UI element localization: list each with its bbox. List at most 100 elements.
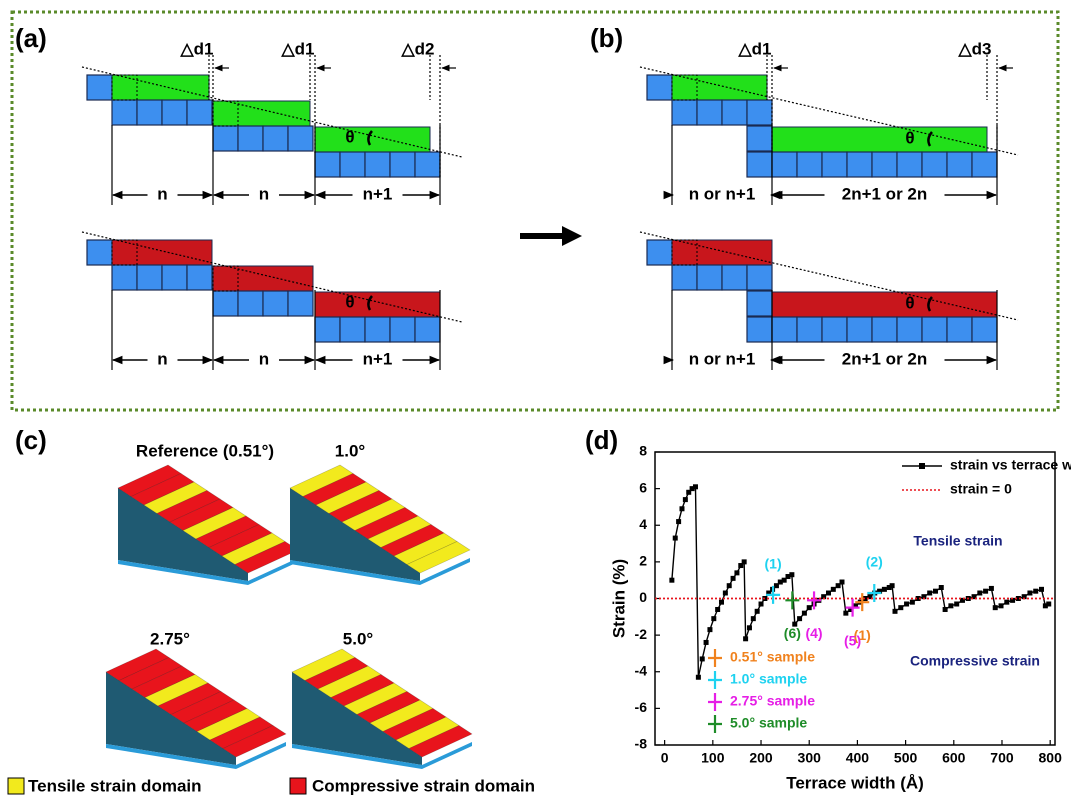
sample-point [766, 586, 780, 604]
x-axis-title: Terrace width (Å) [786, 773, 924, 792]
series-line [672, 487, 1049, 677]
data-point [704, 640, 709, 645]
delta-label: △d1 [281, 39, 315, 58]
data-point [797, 616, 802, 621]
width-label: 2n+1 or 2n [842, 349, 928, 368]
block [187, 265, 212, 290]
block [922, 152, 947, 177]
data-point [843, 611, 848, 616]
y-tick-label: 8 [639, 443, 647, 459]
data-point [1027, 591, 1032, 596]
stair-title: 5.0° [343, 629, 374, 648]
data-point [933, 589, 938, 594]
data-point [759, 601, 764, 606]
width-label: n [259, 184, 269, 203]
block [847, 152, 872, 177]
block [263, 291, 288, 316]
legend-label: strain = 0 [950, 481, 1012, 497]
strain-layer [112, 75, 209, 100]
block [340, 317, 365, 342]
annotation: Tensile strain [913, 533, 1002, 549]
x-tick-label: 500 [894, 750, 918, 766]
data-point [1046, 601, 1051, 606]
width-label: n or n+1 [689, 184, 756, 203]
strain-layer [772, 292, 997, 317]
legend-cross [708, 715, 722, 733]
legend-label: Compressive strain domain [312, 776, 535, 795]
block [872, 152, 897, 177]
delta-label: △d3 [958, 39, 992, 58]
block [112, 265, 137, 290]
block [238, 291, 263, 316]
data-point [676, 519, 681, 524]
legend-cross [708, 649, 722, 667]
width-label: n+1 [363, 349, 393, 368]
block [847, 317, 872, 342]
width-label: 2n+1 or 2n [842, 184, 928, 203]
block [772, 317, 797, 342]
block [772, 152, 797, 177]
legend-cross [708, 671, 722, 689]
data-point [693, 484, 698, 489]
strain-layer [213, 101, 310, 126]
block [672, 265, 697, 290]
block [897, 152, 922, 177]
data-point [890, 583, 895, 588]
block [697, 265, 722, 290]
data-point [939, 585, 944, 590]
block [137, 100, 162, 125]
data-point [683, 497, 688, 502]
strain-layer [672, 75, 767, 100]
block [922, 317, 947, 342]
figure: (a)(b)(c)(d)nnn+1θnnn+1θ△d1△d1△d2n or n+… [0, 0, 1071, 798]
angle-label: θ [905, 293, 914, 312]
angle-label: θ [905, 128, 914, 147]
data-point [742, 559, 747, 564]
data-point [743, 636, 748, 641]
sample-point-label: (1) [765, 556, 782, 572]
data-point [983, 589, 988, 594]
block [747, 317, 772, 342]
data-point [839, 580, 844, 585]
delta-label: △d1 [180, 39, 214, 58]
legend-label: Tensile strain domain [28, 776, 202, 795]
block [112, 100, 137, 125]
width-label: n [157, 184, 167, 203]
width-label: n [259, 349, 269, 368]
data-point [723, 591, 728, 596]
legend-label: 5.0° sample [730, 715, 807, 731]
block [747, 100, 772, 125]
data-point [747, 625, 752, 630]
data-point [669, 578, 674, 583]
data-point [679, 506, 684, 511]
width-label: n [157, 349, 167, 368]
strain-layer [672, 240, 772, 265]
strain-layer [112, 240, 212, 265]
strain-layer [315, 127, 430, 152]
stair-title: 2.75° [150, 629, 190, 648]
legend-label: 0.51° sample [730, 649, 815, 665]
data-point [711, 616, 716, 621]
block [647, 75, 672, 100]
x-tick-label: 200 [749, 750, 773, 766]
data-point [715, 607, 720, 612]
block [213, 291, 238, 316]
legend-marker [919, 463, 925, 469]
x-tick-label: 400 [846, 750, 870, 766]
y-tick-label: 0 [639, 589, 647, 605]
angle-label: θ [345, 292, 354, 311]
block [340, 152, 365, 177]
legend-label: 1.0° sample [730, 671, 807, 687]
x-tick-label: 800 [1039, 750, 1063, 766]
sample-point-label: (6) [784, 625, 801, 641]
data-point [927, 591, 932, 596]
data-point [727, 583, 732, 588]
annotation: Compressive strain [910, 653, 1040, 669]
block [722, 100, 747, 125]
block [722, 265, 747, 290]
legend-cross [708, 693, 722, 711]
strain-layer [315, 292, 440, 317]
block [972, 317, 997, 342]
block [947, 317, 972, 342]
data-point [989, 586, 994, 591]
